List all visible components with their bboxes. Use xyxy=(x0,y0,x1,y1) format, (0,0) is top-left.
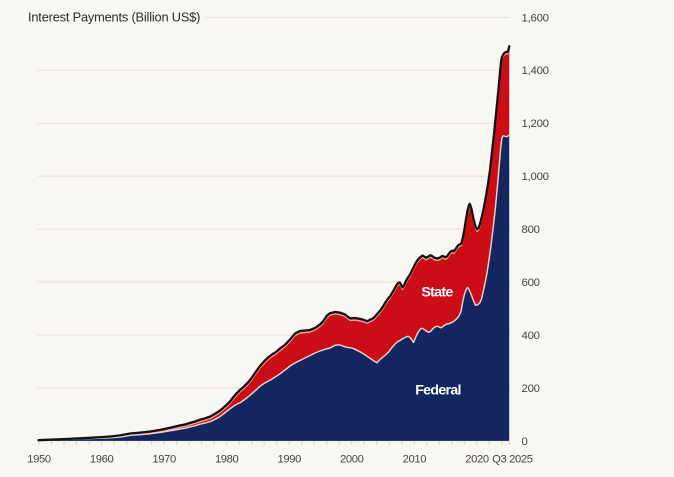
svg-text:200: 200 xyxy=(522,383,540,395)
svg-text:1970: 1970 xyxy=(152,454,176,466)
svg-text:Interest Payments (Billion US$: Interest Payments (Billion US$) xyxy=(28,10,200,25)
svg-text:State: State xyxy=(421,285,453,301)
svg-text:1,400: 1,400 xyxy=(522,65,549,77)
svg-text:400: 400 xyxy=(522,330,540,342)
svg-text:800: 800 xyxy=(522,224,540,236)
svg-text:1,200: 1,200 xyxy=(522,118,549,130)
svg-text:2010: 2010 xyxy=(403,454,427,466)
svg-text:0: 0 xyxy=(522,436,528,448)
svg-text:1990: 1990 xyxy=(278,454,302,466)
svg-text:1960: 1960 xyxy=(90,454,114,466)
svg-text:Q3 2025: Q3 2025 xyxy=(492,454,533,466)
svg-text:1950: 1950 xyxy=(27,454,51,466)
svg-text:Federal: Federal xyxy=(415,383,461,399)
svg-text:1,600: 1,600 xyxy=(522,12,549,24)
svg-text:600: 600 xyxy=(522,277,540,289)
svg-text:2020: 2020 xyxy=(465,454,489,466)
svg-text:2000: 2000 xyxy=(340,454,364,466)
svg-text:1,000: 1,000 xyxy=(522,171,549,183)
svg-text:1980: 1980 xyxy=(215,454,239,466)
